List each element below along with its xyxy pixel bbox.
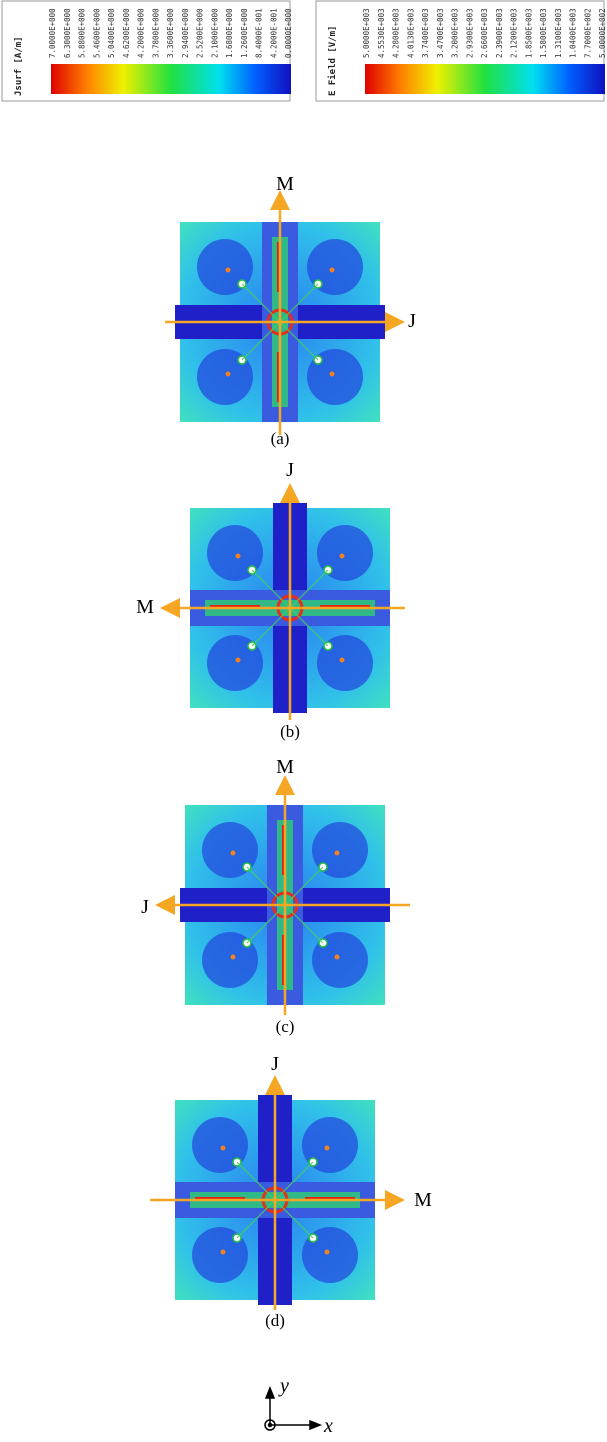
arrow-label: J	[408, 310, 416, 332]
legend-value: 5.8800E+000	[78, 8, 87, 58]
legend-value: 1.0400E+003	[569, 8, 578, 58]
axis-label: x	[323, 1415, 333, 1437]
legend-value: 5.4600E+000	[92, 8, 101, 58]
legend-value: 2.5200E+000	[196, 8, 205, 58]
legend-value: 1.5800E+003	[539, 8, 548, 58]
legend-value: 2.1000E+000	[210, 8, 219, 58]
arrow-label: M	[414, 1189, 432, 1211]
panel-caption: (a)	[271, 429, 290, 448]
legend-value: 4.5530E+003	[377, 8, 386, 58]
legend-value: 7.7000E+002	[583, 8, 592, 58]
panel-caption: (c)	[276, 1017, 295, 1036]
arrow-label: M	[276, 173, 294, 195]
legend-value: 3.7800E+000	[151, 8, 160, 58]
legend-value: 2.1200E+003	[510, 8, 519, 58]
legend-value: 2.9300E+003	[465, 8, 474, 58]
legend-value: 3.4700E+003	[436, 8, 445, 58]
legend-value: 3.2000E+003	[451, 8, 460, 58]
legend-value: 4.0130E+003	[406, 8, 415, 58]
panel-caption: (d)	[265, 1311, 285, 1330]
legend-value: 0.0000E+000	[284, 8, 293, 58]
legend-value: 3.7400E+003	[421, 8, 430, 58]
panel-caption: (b)	[280, 722, 300, 741]
arrow-label: J	[141, 896, 149, 918]
arrow-label: M	[276, 756, 294, 778]
color-bar	[365, 64, 605, 94]
legend-value: 1.6800E+000	[225, 8, 234, 58]
legend-value: 6.3000E+000	[63, 8, 72, 58]
legend-value: 5.0000E+002	[598, 8, 607, 58]
legend-value: 1.8500E+003	[524, 8, 533, 58]
legend-title: E Field [V/m]	[327, 26, 338, 96]
legend-value: 5.0400E+000	[107, 8, 116, 58]
legend-value: 2.6600E+003	[480, 8, 489, 58]
arrow-label: J	[271, 1053, 279, 1075]
arrow-label: M	[136, 596, 154, 618]
legend-value: 4.6200E+000	[122, 8, 131, 58]
legend-value: 2.9400E+000	[181, 8, 190, 58]
legend-value: 8.4000E-001	[255, 8, 264, 58]
legend-value: 4.2000E-001	[269, 8, 278, 58]
arrow-label: J	[286, 459, 294, 481]
legend-value: 1.2600E+000	[240, 8, 249, 58]
legend-value: 5.0000E+003	[362, 8, 371, 58]
legend-value: 4.2000E+000	[137, 8, 146, 58]
legend-value: 2.3900E+003	[495, 8, 504, 58]
legend-value: 3.3600E+000	[166, 8, 175, 58]
legend-value: 4.2800E+003	[392, 8, 401, 58]
legend-title: Jsurf [A/m]	[14, 36, 24, 96]
axis-label: y	[278, 1375, 289, 1397]
legend-value: 7.0000E+000	[48, 8, 57, 58]
legend-value: 1.3100E+003	[554, 8, 563, 58]
color-bar	[51, 64, 291, 94]
